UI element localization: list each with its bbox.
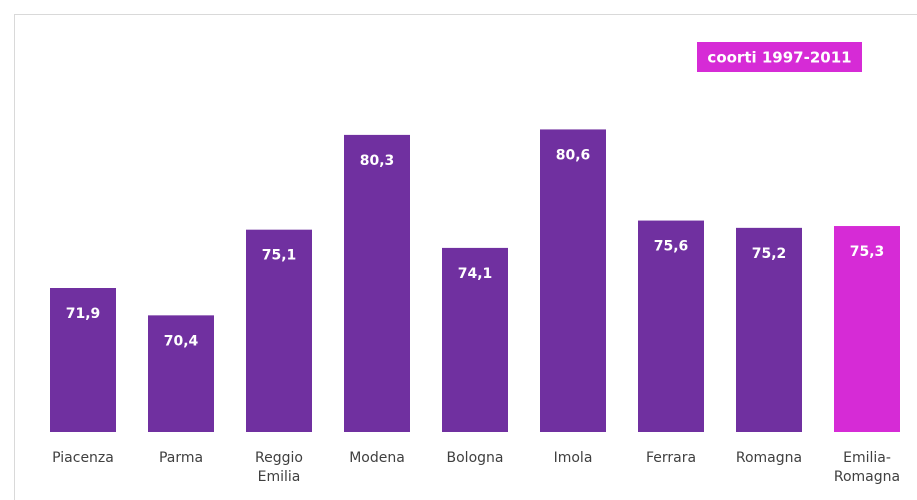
value-label: 71,9: [66, 306, 101, 322]
x-tick-label: Parma: [158, 450, 204, 466]
bar: [638, 220, 704, 432]
x-tick-label: Imola: [553, 450, 593, 466]
x-tick-label: Emilia-Romagna: [833, 450, 901, 485]
annotation: coorti 1997-2011: [707, 49, 851, 67]
value-label: 75,2: [752, 246, 787, 262]
chart-frame: [14, 14, 917, 500]
bar: [246, 229, 312, 432]
value-label: 75,3: [850, 244, 885, 260]
value-label: 70,4: [164, 333, 199, 349]
value-label: 80,3: [360, 153, 395, 169]
bar: [834, 226, 900, 432]
bar: [736, 227, 802, 432]
bar: [50, 288, 116, 432]
value-label: 75,1: [262, 248, 297, 264]
x-tick-label: Ferrara: [645, 450, 697, 466]
bar: [148, 315, 214, 432]
value-label: 80,6: [556, 147, 591, 163]
bar: [540, 129, 606, 432]
x-tick-label: Reggio Emilia: [255, 450, 303, 485]
x-tick-label: Bologna: [446, 450, 504, 466]
value-label: 74,1: [458, 266, 493, 282]
bar: [344, 134, 410, 433]
annotation-box: [697, 42, 862, 72]
x-tick-label: Modena: [349, 450, 405, 466]
x-tick-label: Romagna: [735, 450, 803, 466]
bar: [442, 247, 508, 432]
value-label: 75,6: [654, 239, 689, 255]
x-tick-label: Piacenza: [52, 450, 114, 466]
